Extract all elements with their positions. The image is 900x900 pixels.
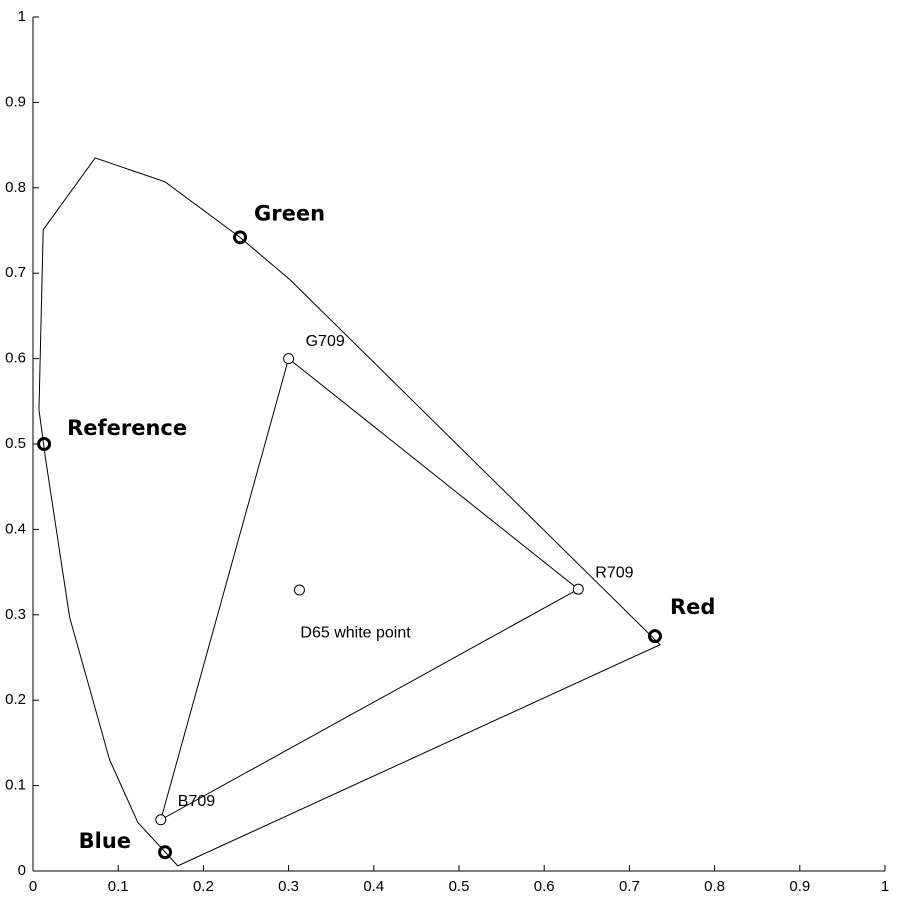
y-tick-label: 0 bbox=[18, 862, 26, 879]
x-tick-label: 0 bbox=[29, 878, 37, 895]
x-tick-label: 0.8 bbox=[704, 878, 725, 895]
gamut-label: G709 bbox=[306, 333, 345, 350]
x-tick-label: 0.9 bbox=[789, 878, 810, 895]
x-tick-label: 0.5 bbox=[449, 878, 470, 895]
primary-label: Green bbox=[254, 201, 325, 225]
x-tick-label: 0.3 bbox=[278, 878, 299, 895]
primary-point bbox=[647, 629, 662, 644]
x-tick-label: 1 bbox=[881, 878, 889, 895]
spectral-locus bbox=[38, 157, 661, 867]
y-tick-label: 0.3 bbox=[5, 606, 26, 623]
primary-label: Blue bbox=[79, 829, 131, 853]
y-tick-label: 0.1 bbox=[5, 777, 26, 794]
primary-label: Red bbox=[670, 595, 715, 619]
gamut-label: B709 bbox=[178, 793, 215, 810]
y-tick-label: 0.7 bbox=[5, 264, 26, 281]
y-tick-label: 0.8 bbox=[5, 179, 26, 196]
y-tick-label: 0.9 bbox=[5, 93, 26, 110]
gamut-point bbox=[572, 583, 584, 595]
primary-point bbox=[158, 845, 173, 860]
gamut-label: R709 bbox=[595, 564, 633, 581]
y-tick-label: 0.5 bbox=[5, 435, 26, 452]
x-tick-label: 0.1 bbox=[108, 878, 129, 895]
y-tick-label: 0.4 bbox=[5, 520, 26, 537]
x-tick-label: 0.7 bbox=[619, 878, 640, 895]
y-tick-label: 1 bbox=[18, 8, 26, 25]
white-point bbox=[293, 584, 305, 596]
y-tick-label: 0.6 bbox=[5, 350, 26, 367]
x-tick-label: 0.2 bbox=[193, 878, 214, 895]
primary-label: Reference bbox=[67, 416, 187, 440]
x-tick-label: 0.6 bbox=[534, 878, 555, 895]
white-point-label: D65 white point bbox=[300, 624, 411, 641]
gamut-point bbox=[283, 353, 295, 365]
y-tick-label: 0.2 bbox=[5, 691, 26, 708]
primary-point bbox=[37, 437, 52, 451]
x-tick-label: 0.4 bbox=[363, 878, 384, 895]
gamut-point bbox=[155, 814, 167, 826]
gamut-triangle bbox=[160, 357, 580, 821]
primary-point bbox=[233, 230, 248, 245]
